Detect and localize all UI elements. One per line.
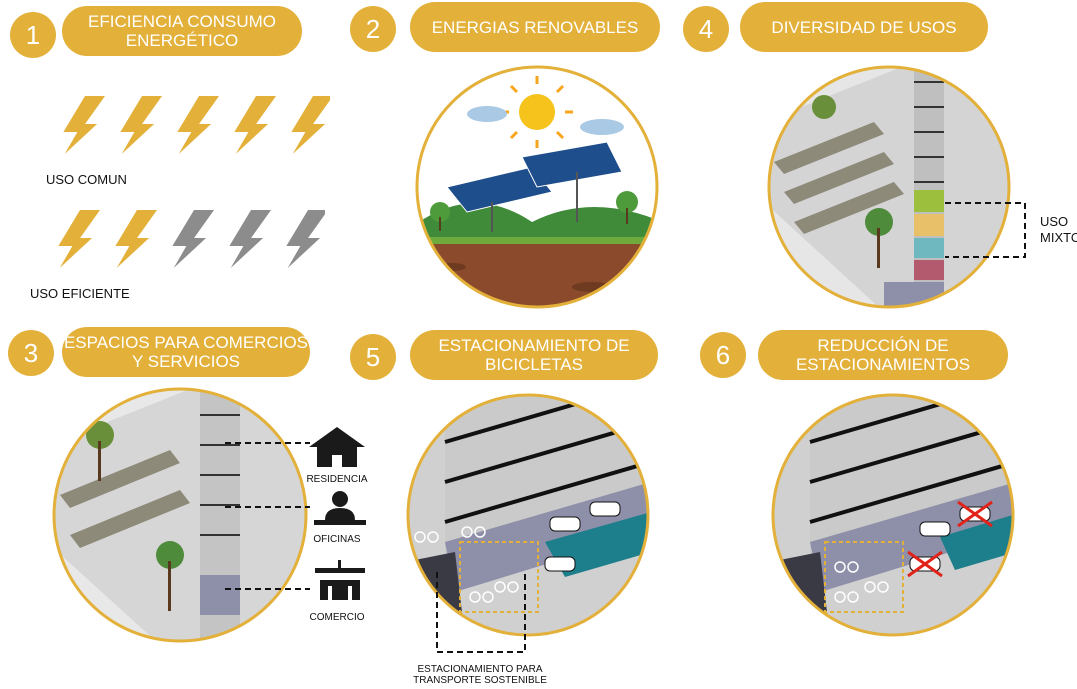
section-2-title: ENERGIAS RENOVABLES <box>410 2 660 52</box>
lightning-bolt-icon <box>172 210 215 268</box>
section-3-title: ESPACIOS PARA COMERCIOS Y SERVICIOS <box>62 327 310 377</box>
section-1-title: EFICIENCIA CONSUMO ENERGÉTICO <box>62 6 302 56</box>
section-1-title-line-1: EFICIENCIA CONSUMO <box>88 12 276 31</box>
shop-counter-icon <box>315 560 365 600</box>
bike-parking-caption-line-1: ESTACIONAMIENTO PARA <box>417 664 543 675</box>
lightning-bolt-icon <box>58 210 101 268</box>
lightning-bolt-icon <box>291 96 330 154</box>
lightning-bolt-icon <box>115 210 158 268</box>
car-icon <box>544 501 621 572</box>
cross-icon <box>907 500 993 578</box>
lightning-bolt-icon <box>177 96 220 154</box>
section-6-title-line-1: REDUCCIÓN DE <box>817 336 949 355</box>
mixed-use-bracket <box>945 202 1026 258</box>
residencia-label: RESIDENCIA <box>306 474 368 485</box>
bike-parking-caption: ESTACIONAMIENTO PARA TRANSPORTE SOSTENIB… <box>400 664 560 686</box>
sun-icon <box>519 94 555 130</box>
oficinas-label: OFICINAS <box>313 534 361 545</box>
bike-parking-leader-lines <box>436 572 526 653</box>
lightning-bolt-icon <box>120 96 163 154</box>
section-6-title: REDUCCIÓN DE ESTACIONAMIENTOS <box>758 330 1008 380</box>
mixed-use-building-illustration <box>767 65 1011 309</box>
bicycle-icon <box>414 526 519 603</box>
solar-panel-icon <box>446 141 623 232</box>
uso-mixto-label: USO MIXTO <box>1040 214 1077 246</box>
section-5-title-line-1: ESTACIONAMIENTO DE <box>438 336 630 355</box>
section-5-number: 5 <box>350 334 396 380</box>
comercio-label: COMERCIO <box>309 612 365 623</box>
uso-mixto-line-2: MIXTO <box>1040 230 1077 245</box>
uso-eficiente-label: USO EFICIENTE <box>30 286 130 301</box>
commerce-leader-lines <box>225 442 310 590</box>
section-5-title-line-2: BICICLETAS <box>485 355 583 374</box>
uso-comun-label: USO COMUN <box>46 172 127 187</box>
section-6-number: 6 <box>700 332 746 378</box>
section-1-number: 1 <box>10 12 56 58</box>
uso-mixto-line-1: USO <box>1040 214 1069 229</box>
section-5-title: ESTACIONAMIENTO DE BICICLETAS <box>410 330 658 380</box>
section-4-number: 4 <box>683 6 729 52</box>
renewable-energy-illustration <box>415 65 659 309</box>
bicycle-icon <box>834 561 889 603</box>
lightning-bolt-icon <box>234 96 277 154</box>
office-desk-icon <box>314 491 366 525</box>
section-3-title-line-1: ESPACIOS PARA COMERCIOS <box>63 333 309 352</box>
section-2-title-line-1: ENERGIAS RENOVABLES <box>431 17 639 37</box>
section-2-number: 2 <box>350 6 396 52</box>
house-icon <box>309 427 365 467</box>
section-3-number: 3 <box>8 330 54 376</box>
commerce-building-illustration <box>52 387 308 643</box>
section-4-title: DIVERSIDAD DE USOS <box>740 2 988 52</box>
section-4-title-line-1: DIVERSIDAD DE USOS <box>771 17 957 37</box>
parking-reduction-illustration <box>771 393 1015 637</box>
section-1-title-line-2: ENERGÉTICO <box>125 31 239 50</box>
bike-parking-caption-line-2: TRANSPORTE SOSTENIBLE <box>413 675 547 686</box>
section-6-title-line-2: ESTACIONAMIENTOS <box>795 355 971 374</box>
lightning-bolt-icon <box>229 210 272 268</box>
bike-parking-illustration <box>406 393 650 637</box>
bolts-row-1 <box>63 96 330 154</box>
lightning-bolt-icon <box>286 210 325 268</box>
section-3-title-line-2: Y SERVICIOS <box>131 352 241 371</box>
lightning-bolt-icon <box>63 96 106 154</box>
bolts-row-2 <box>58 210 325 268</box>
